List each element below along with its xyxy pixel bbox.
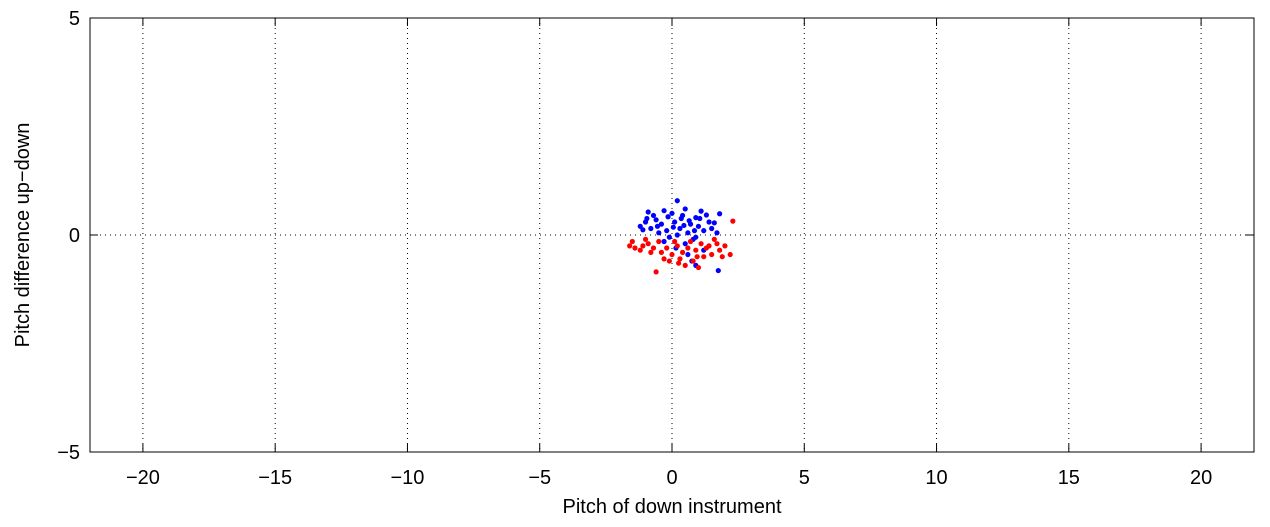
x-axis-label: Pitch of down instrument bbox=[563, 496, 782, 518]
x-tick-label: −5 bbox=[528, 467, 551, 489]
scatter-point-series-1 bbox=[701, 228, 707, 234]
scatter-point-series-1 bbox=[682, 206, 688, 212]
y-tick-label: 0 bbox=[69, 225, 80, 247]
scatter-point-series-1 bbox=[674, 232, 680, 238]
scatter-point-series-2 bbox=[640, 243, 646, 249]
scatter-point-series-2 bbox=[711, 236, 717, 242]
x-tick-label: −20 bbox=[126, 467, 160, 489]
scatter-point-series-1 bbox=[654, 223, 661, 229]
scatter-point-series-1 bbox=[670, 224, 676, 230]
scatter-point-series-1 bbox=[644, 215, 650, 222]
scatter-point-series-2 bbox=[727, 251, 733, 258]
scatter-point-series-1 bbox=[685, 251, 691, 258]
x-tick-label: −15 bbox=[258, 467, 292, 489]
scatter-point-series-1 bbox=[706, 219, 712, 225]
x-tick-label: 20 bbox=[1190, 467, 1212, 489]
scatter-point-series-2 bbox=[653, 269, 659, 275]
scatter-point-series-1 bbox=[669, 210, 675, 216]
scatter-point-series-2 bbox=[677, 256, 683, 262]
scatter-point-series-1 bbox=[717, 211, 723, 217]
scatter-point-series-2 bbox=[717, 247, 723, 253]
scatter-point-series-1 bbox=[672, 219, 678, 225]
scatter-point-series-1 bbox=[650, 212, 657, 219]
scatter-point-series-2 bbox=[669, 251, 675, 258]
scatter-point-series-2 bbox=[701, 254, 707, 260]
scatter-point-series-1 bbox=[709, 225, 715, 232]
scatter-point-series-2 bbox=[658, 249, 665, 255]
scatter-point-series-2 bbox=[730, 218, 736, 224]
scatter-point-series-1 bbox=[681, 222, 687, 229]
scatter-point-series-2 bbox=[719, 254, 725, 260]
scatter-point-series-2 bbox=[706, 243, 712, 249]
x-tick-label: 10 bbox=[925, 467, 947, 489]
scatter-point-series-2 bbox=[709, 251, 715, 258]
scatter-point-series-2 bbox=[722, 243, 728, 249]
scatter-point-series-1 bbox=[698, 208, 704, 214]
scatter-point-series-1 bbox=[714, 230, 720, 236]
scatter-point-series-1 bbox=[674, 198, 680, 204]
scatter-point-series-1 bbox=[658, 221, 665, 227]
scatter-point-series-1 bbox=[695, 223, 702, 229]
scatter-point-series-1 bbox=[664, 228, 670, 234]
axis-ticks: −20 −15 −10 −5 0 5 10 15 20 −5 0 5 bbox=[57, 8, 1254, 489]
scatter-point-series-2 bbox=[672, 238, 678, 245]
scatter-point-series-1 bbox=[665, 214, 671, 220]
scatter-point-series-1 bbox=[693, 234, 699, 240]
scatter-point-series-2 bbox=[661, 256, 667, 262]
scatter-point-series-2 bbox=[666, 258, 672, 264]
scatter-point-series-2 bbox=[690, 258, 696, 264]
scatter-point-series-1 bbox=[715, 267, 721, 274]
scatter-point-series-2 bbox=[687, 238, 694, 245]
scatter-point-series-2 bbox=[685, 245, 691, 251]
scatter-point-series-1 bbox=[648, 225, 654, 232]
scatter-point-series-1 bbox=[685, 230, 691, 236]
scatter-point-series-2 bbox=[632, 245, 638, 251]
scatter-point-series-1 bbox=[645, 209, 651, 215]
x-tick-label: 15 bbox=[1058, 467, 1080, 489]
scatter-point-series-2 bbox=[693, 247, 699, 253]
scatter-point-series-2 bbox=[682, 262, 688, 268]
scatter-point-series-2 bbox=[637, 247, 643, 253]
scatter-point-series-1 bbox=[656, 230, 662, 236]
y-tick-label: 5 bbox=[69, 8, 80, 30]
scatter-point-series-2 bbox=[627, 243, 633, 249]
scatter-point-series-2 bbox=[650, 245, 657, 251]
scatter-point-series-2 bbox=[664, 245, 670, 251]
scatter-point-series-2 bbox=[656, 238, 662, 245]
scatter-point-series-1 bbox=[682, 241, 688, 247]
grid-lines bbox=[90, 17, 1254, 453]
scatter-point-series-1 bbox=[678, 215, 684, 222]
scatter-point-series-2 bbox=[698, 241, 704, 247]
data-points bbox=[627, 198, 736, 275]
y-axis-label: Pitch difference up−down bbox=[12, 123, 34, 348]
scatter-point-series-1 bbox=[691, 228, 698, 234]
scatter-point-series-2 bbox=[694, 254, 700, 260]
scatter-point-series-2 bbox=[695, 264, 702, 271]
scatter-point-series-1 bbox=[677, 225, 683, 232]
scatter-point-series-1 bbox=[653, 217, 659, 223]
x-tick-label: −10 bbox=[390, 467, 424, 489]
x-tick-label: 0 bbox=[666, 467, 677, 489]
scatter-point-series-1 bbox=[703, 212, 709, 218]
scatter-point-series-1 bbox=[637, 223, 643, 229]
scatter-point-series-1 bbox=[661, 208, 667, 214]
x-tick-label: 5 bbox=[799, 467, 810, 489]
scatter-point-series-1 bbox=[666, 234, 672, 240]
y-tick-label: −5 bbox=[57, 442, 80, 464]
scatter-point-series-2 bbox=[676, 260, 682, 266]
scatter-point-series-2 bbox=[645, 241, 651, 247]
scatter-point-series-2 bbox=[714, 241, 720, 247]
scatter-point-series-2 bbox=[674, 243, 680, 249]
scatter-point-series-2 bbox=[648, 249, 654, 255]
scatter-point-series-1 bbox=[661, 238, 667, 245]
scatter-point-series-1 bbox=[693, 215, 699, 221]
scatter-point-series-2 bbox=[642, 236, 649, 242]
scatter-point-series-2 bbox=[679, 249, 686, 255]
scatter-point-series-1 bbox=[697, 215, 703, 222]
scatter-point-series-1 bbox=[711, 220, 717, 226]
scatter-point-series-2 bbox=[629, 238, 635, 245]
scatter-point-series-1 bbox=[686, 218, 692, 224]
